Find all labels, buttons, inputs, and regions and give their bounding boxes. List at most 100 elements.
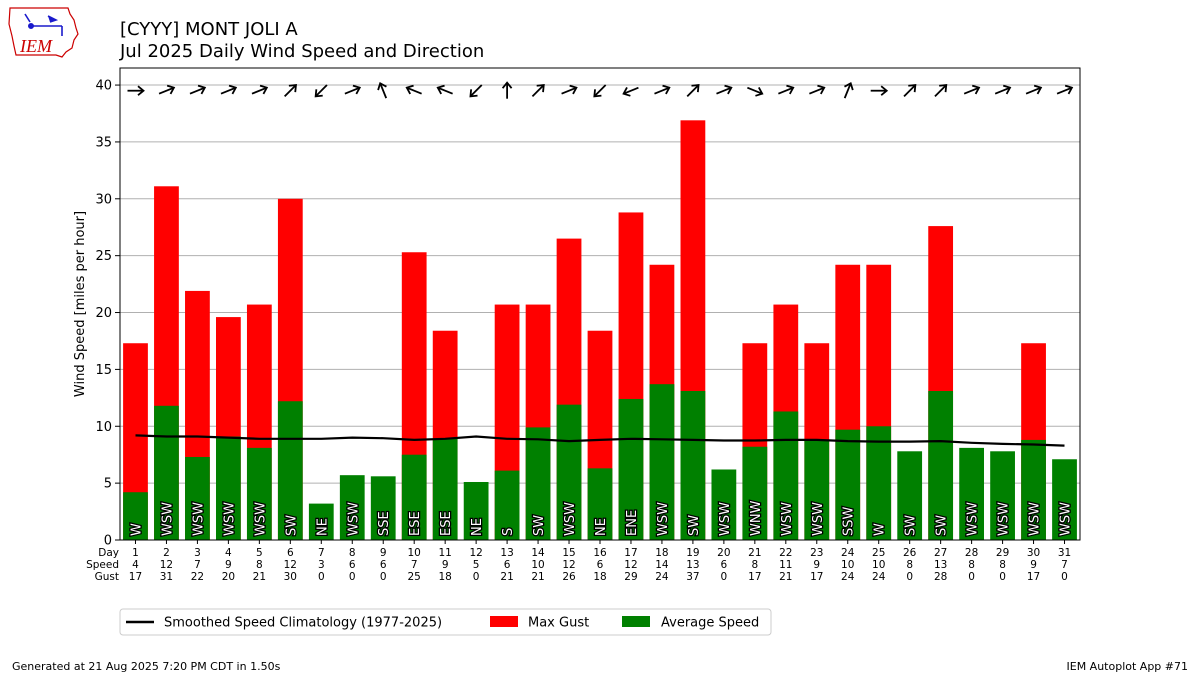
x-gust-label-29: 0 (999, 571, 1006, 583)
legend-speed-label: Average Speed (661, 616, 759, 631)
x-day-label-19: 19 (686, 547, 699, 559)
y-tick-label-25: 25 (95, 249, 112, 264)
speed-bar-day-12 (463, 481, 489, 540)
x-day-label-13: 13 (500, 547, 513, 559)
x-day-label-30: 30 (1027, 547, 1040, 559)
wind-arrow-head (1002, 84, 1012, 95)
wind-arrow-icon-day-17 (622, 86, 639, 97)
speed-bar-day-13 (494, 470, 520, 540)
x-speed-label-21: 8 (751, 559, 758, 571)
wind-arrow-shaft (379, 83, 388, 99)
x-gust-label-15: 26 (562, 571, 576, 583)
legend-speed-swatch (622, 616, 650, 627)
y-tick-label-15: 15 (95, 363, 112, 378)
wind-arrow-head (755, 87, 764, 97)
x-speed-label-4: 9 (225, 559, 232, 571)
direction-label-day-14: SW (532, 515, 547, 536)
x-gust-label-9: 0 (380, 571, 387, 583)
speed-bar-day-15 (556, 404, 582, 540)
wind-arrow-shaft (716, 87, 731, 95)
wind-arrow-shaft (251, 87, 267, 95)
wind-arrow-icon-day-31 (1056, 84, 1074, 95)
wind-arrow-icon-day-1 (127, 85, 145, 96)
y-tick-label-35: 35 (95, 135, 112, 150)
iem-logo[interactable]: IEM (8, 7, 79, 58)
wind-arrow-icon-day-8 (344, 84, 362, 95)
x-day-label-5: 5 (256, 547, 263, 559)
speed-bar-day-3 (185, 456, 210, 540)
x-gust-label-21: 17 (748, 571, 761, 583)
speed-bar-day-20 (711, 469, 737, 540)
wind-arrow-shaft (315, 84, 328, 97)
x-day-label-20: 20 (717, 547, 730, 559)
y-tick-label-40: 40 (95, 79, 112, 94)
wind-arrow-icon-day-19 (686, 84, 700, 97)
speed-bar-day-23 (804, 439, 830, 540)
y-axis-label: Wind Speed [miles per hour] (73, 211, 88, 397)
legend-frame (119, 608, 772, 636)
wind-arrow-shaft (963, 87, 979, 95)
climatology-line (135, 434, 1065, 447)
wind-arrow-shaft (778, 87, 793, 95)
x-speed-label-22: 11 (779, 559, 792, 571)
speed-bar-day-6 (277, 401, 303, 540)
x-speed-label-5: 8 (256, 559, 263, 571)
x-speed-label-30: 9 (1030, 559, 1037, 571)
wind-arrow-icon-day-11 (436, 84, 453, 95)
x-speed-label-1: 4 (132, 559, 139, 571)
x-speed-label-7: 3 (318, 559, 325, 571)
x-day-label-2: 2 (163, 547, 170, 559)
wind-arrow-icon-day-28 (963, 84, 981, 95)
x-day-label-23: 23 (810, 547, 823, 559)
direction-label-day-10: ESE (408, 511, 423, 536)
wind-arrow-head (817, 84, 826, 95)
x-day-label-25: 25 (872, 547, 885, 559)
x-day-label-4: 4 (225, 547, 232, 559)
y-tick-label-20: 20 (95, 306, 112, 321)
x-gust-label-1: 17 (129, 571, 142, 583)
wind-arrow-head (844, 81, 854, 91)
x-gust-label-17: 29 (624, 571, 637, 583)
wind-arrow-head (501, 81, 513, 89)
x-gust-label-26: 0 (906, 571, 913, 583)
wind-arrow-shaft (809, 87, 824, 95)
x-day-label-6: 6 (287, 547, 294, 559)
x-day-label-10: 10 (408, 547, 421, 559)
x-gust-label-20: 0 (721, 571, 728, 583)
x-day-label-16: 16 (593, 547, 607, 559)
wind-arrow-shaft (934, 85, 947, 97)
y-tick-label-10: 10 (95, 420, 112, 435)
direction-label-day-12: NE (470, 518, 485, 536)
x-gust-label-24: 24 (841, 571, 855, 583)
y-tick-label-30: 30 (95, 192, 112, 207)
wind-arrow-head (377, 81, 387, 91)
wind-arrow-head (1033, 84, 1043, 95)
wind-arrow-shaft (189, 87, 205, 95)
wind-arrow-head (166, 84, 176, 95)
wind-arrow-icon-day-14 (531, 84, 545, 97)
wind-arrow-shaft (284, 85, 296, 97)
legend-gust-swatch (490, 616, 518, 627)
wind-arrow-head (197, 84, 207, 95)
speed-bars (123, 384, 1077, 540)
wind-arrow-head (436, 84, 445, 95)
direction-label-day-28: WSW (966, 502, 981, 536)
x-gust-label-31: 0 (1061, 571, 1068, 583)
x-gust-label-16: 18 (593, 571, 606, 583)
x-day-label-22: 22 (779, 547, 792, 559)
wind-arrow-icon-day-15 (561, 84, 578, 95)
x-day-label-17: 17 (624, 547, 637, 559)
legend-gust-label: Max Gust (528, 616, 589, 631)
x-day-label-14: 14 (531, 547, 545, 559)
logo-text: IEM (19, 36, 53, 56)
x-gust-label-19: 37 (686, 571, 699, 583)
wind-arrow-shaft (407, 87, 422, 95)
wind-arrow-shaft (686, 85, 699, 97)
direction-label-day-3: WSW (191, 502, 206, 536)
speed-bar-day-18 (649, 384, 675, 540)
direction-labels: W WSW WSW WSW WSW SW NE WSW SSE ESE ESE NE S SW WSW NE E… (128, 499, 1075, 537)
wind-arrow-icon-day-3 (189, 84, 207, 95)
wind-arrow-shaft (624, 86, 639, 95)
wind-arrow-icon-day-24 (843, 81, 854, 99)
x-speed-label-31: 7 (1061, 559, 1068, 571)
